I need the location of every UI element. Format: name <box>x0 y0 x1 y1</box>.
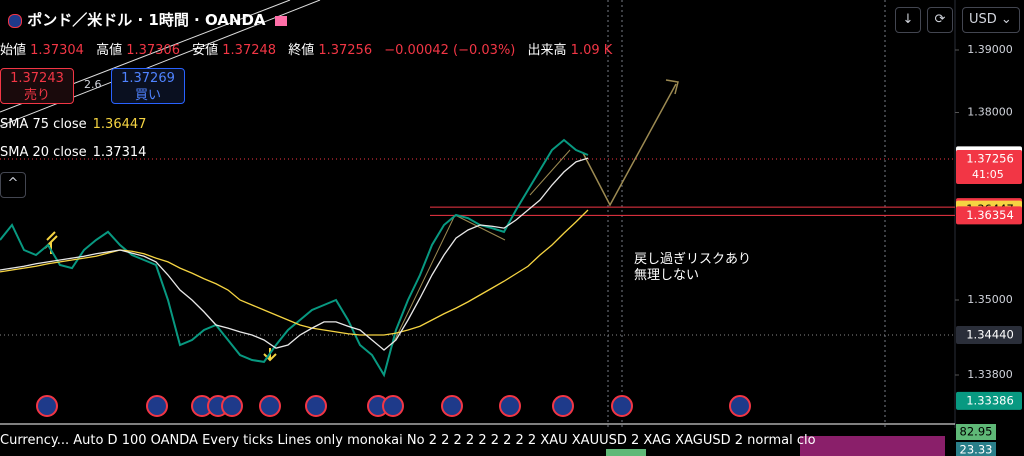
forecast-arrow <box>582 83 677 207</box>
ohlc-value: 1.37304 <box>30 43 84 58</box>
ohlc-row: 始値 1.37304 高値 1.37306 安値 1.37248 終値 1.37… <box>0 39 620 58</box>
flag-icon <box>8 13 22 28</box>
spread: 2.6 <box>84 78 102 91</box>
volume-value: 1.09 K <box>570 43 613 58</box>
change: −0.00042 (−0.03%) <box>384 43 516 58</box>
sell-price: 1.37243 <box>10 71 64 86</box>
arrow-head <box>665 79 679 95</box>
annotation: 戻し過ぎリスクあり 無理しない <box>634 252 751 284</box>
sma-line <box>0 157 589 351</box>
price-tag-label: 1.34440 <box>966 328 1014 342</box>
ohlc-label: 高値 <box>96 43 123 58</box>
ohlc-label: 始値 <box>0 43 27 58</box>
indicator-box <box>800 436 945 456</box>
annotation-line: 戻し過ぎリスクあり <box>634 252 752 267</box>
legend-item: SMA 75 close 1.36447 <box>0 117 146 132</box>
indicator-box <box>606 449 646 456</box>
price-line <box>0 138 589 378</box>
ohlc-value: 1.37248 <box>222 43 277 58</box>
indicator-value: 23.33 <box>960 443 993 456</box>
indicator-tag <box>956 424 996 440</box>
refresh-button[interactable]: ⟳ <box>927 7 953 33</box>
download-button[interactable]: ↓ <box>895 7 921 33</box>
currency: USD <box>969 12 997 27</box>
sell-label: 売り <box>23 88 50 103</box>
price-tag <box>956 391 1022 410</box>
sma-line <box>0 209 589 336</box>
indicator-tag <box>956 442 996 456</box>
buy-label: 買い <box>134 88 161 103</box>
ohlc-value: 1.37256 <box>318 43 373 58</box>
price-tag <box>956 206 1022 225</box>
countdown: 41:05 <box>972 168 1004 181</box>
legend-name: SMA 75 close <box>0 117 87 132</box>
ohlc-label: 安値 <box>192 43 219 58</box>
price-tag-label: 1.37256 <box>966 152 1014 166</box>
legend-value: 1.36447 <box>92 117 147 132</box>
y-tick-label: 1.38000 <box>967 106 1013 119</box>
title-row: ポンド／米ドル · 1時間 · OANDA <box>8 9 287 30</box>
buy-button[interactable]: 1.37269 買い <box>111 68 185 104</box>
ohlc-label: 終値 <box>288 43 315 58</box>
legend-value: 1.37314 <box>92 145 147 160</box>
trend-line <box>389 214 456 351</box>
legend-name: SMA 20 close <box>0 145 87 160</box>
currency-select[interactable]: USD ⌄ <box>962 7 1020 33</box>
y-tick-label: 1.35000 <box>967 293 1013 306</box>
chart-title: ポンド／米ドル · 1時間 · OANDA <box>27 11 266 29</box>
price-tag <box>956 150 1022 184</box>
sell-button[interactable]: 1.37243 売り <box>0 68 74 104</box>
indicator-value: 82.95 <box>960 425 993 439</box>
event-flags <box>36 395 751 417</box>
trend-line <box>529 149 571 196</box>
price-tag-label: 1.36354 <box>966 208 1014 222</box>
legend-item: SMA 20 close 1.37314 <box>0 145 146 160</box>
footer: Currency... Auto D 100 OANDA Every ticks… <box>0 433 816 448</box>
buy-price: 1.37269 <box>121 71 175 86</box>
price-tag-label: 1.33386 <box>966 393 1014 407</box>
annotation-line: 無理しない <box>634 268 700 283</box>
ohlc-value: 1.37306 <box>126 43 180 58</box>
y-tick-label: 1.39000 <box>967 43 1013 56</box>
trend-line <box>454 214 506 241</box>
volume-label: 出来高 <box>527 43 567 58</box>
trend-line <box>0 0 321 127</box>
y-tick-label: 1.33800 <box>967 368 1013 381</box>
price-tag <box>956 326 1022 344</box>
flag-marker <box>274 15 287 26</box>
collapse-button[interactable]: ^ <box>0 172 26 198</box>
